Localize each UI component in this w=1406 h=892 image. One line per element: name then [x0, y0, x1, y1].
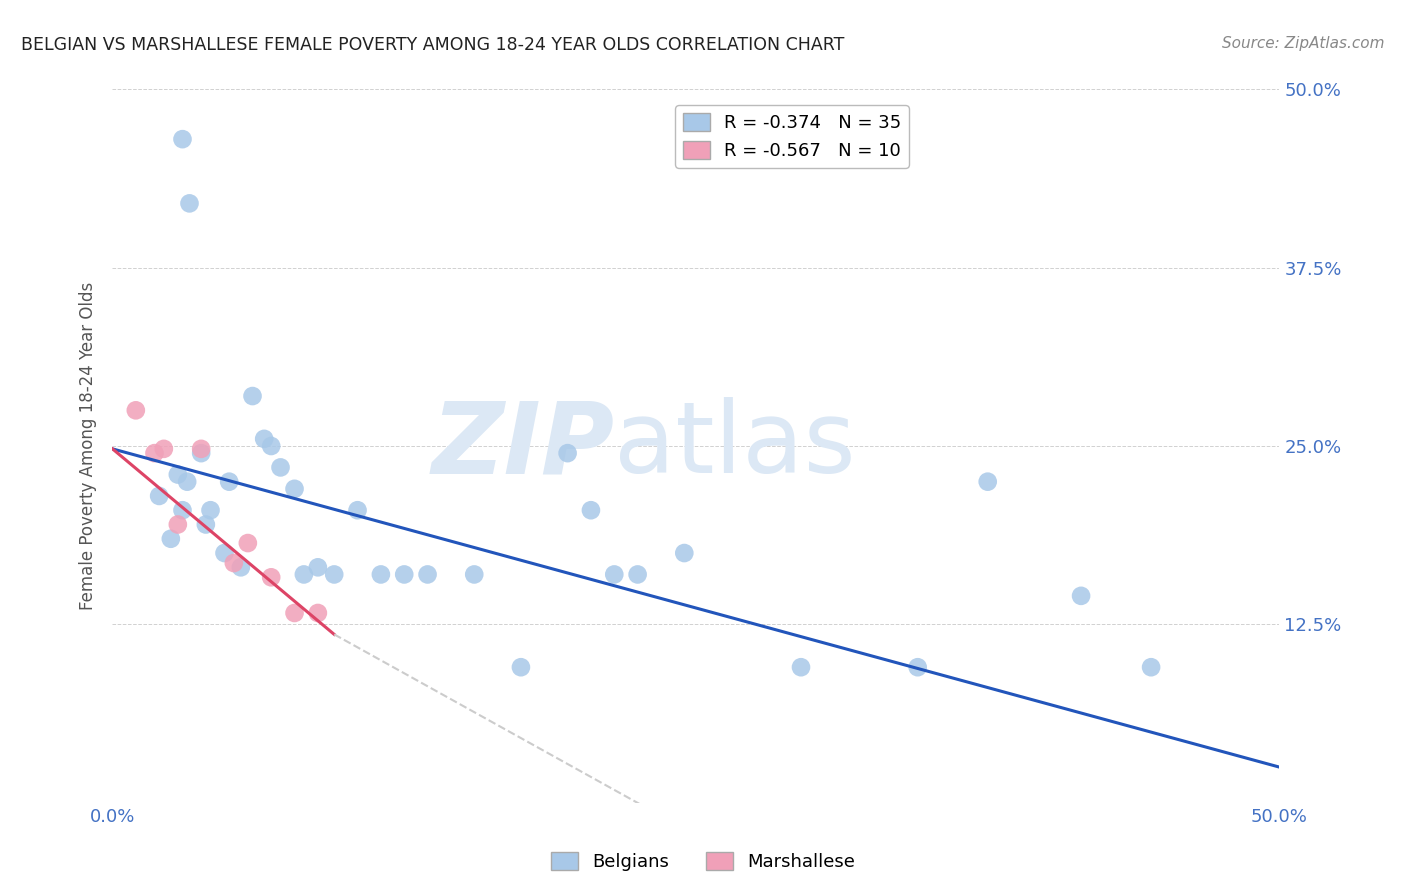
Point: [283, 482, 305, 496]
Point: [190, 446, 212, 460]
Point: [557, 446, 579, 460]
Point: [176, 475, 198, 489]
Point: [160, 532, 183, 546]
Point: [292, 567, 315, 582]
Point: [153, 442, 176, 456]
Point: [172, 132, 194, 146]
Legend: Belgians, Marshallese: Belgians, Marshallese: [544, 845, 862, 879]
Point: [172, 503, 194, 517]
Point: [1070, 589, 1092, 603]
Y-axis label: Female Poverty Among 18-24 Year Olds: Female Poverty Among 18-24 Year Olds: [79, 282, 97, 610]
Point: [148, 489, 170, 503]
Text: ZIP: ZIP: [432, 398, 614, 494]
Text: BELGIAN VS MARSHALLESE FEMALE POVERTY AMONG 18-24 YEAR OLDS CORRELATION CHART: BELGIAN VS MARSHALLESE FEMALE POVERTY AM…: [21, 36, 845, 54]
Point: [166, 517, 188, 532]
Point: [260, 439, 283, 453]
Point: [200, 503, 222, 517]
Point: [416, 567, 439, 582]
Point: [194, 517, 217, 532]
Point: [790, 660, 813, 674]
Point: [242, 389, 264, 403]
Point: [370, 567, 392, 582]
Point: [579, 503, 602, 517]
Point: [218, 475, 240, 489]
Text: atlas: atlas: [614, 398, 856, 494]
Point: [236, 536, 259, 550]
Point: [976, 475, 998, 489]
Point: [627, 567, 650, 582]
Point: [323, 567, 346, 582]
Point: [307, 606, 329, 620]
Point: [222, 556, 245, 570]
Point: [260, 570, 283, 584]
Point: [179, 196, 201, 211]
Point: [907, 660, 929, 674]
Text: Source: ZipAtlas.com: Source: ZipAtlas.com: [1222, 36, 1385, 51]
Point: [394, 567, 416, 582]
Point: [253, 432, 276, 446]
Point: [346, 503, 368, 517]
Point: [214, 546, 236, 560]
Point: [1140, 660, 1163, 674]
Point: [463, 567, 485, 582]
Point: [307, 560, 329, 574]
Point: [673, 546, 696, 560]
Point: [229, 560, 252, 574]
Point: [270, 460, 292, 475]
Point: [143, 446, 166, 460]
Point: [603, 567, 626, 582]
Legend: R = -0.374   N = 35, R = -0.567   N = 10: R = -0.374 N = 35, R = -0.567 N = 10: [675, 105, 908, 168]
Point: [166, 467, 188, 482]
Point: [125, 403, 148, 417]
Point: [509, 660, 531, 674]
Point: [190, 442, 212, 456]
Point: [283, 606, 305, 620]
